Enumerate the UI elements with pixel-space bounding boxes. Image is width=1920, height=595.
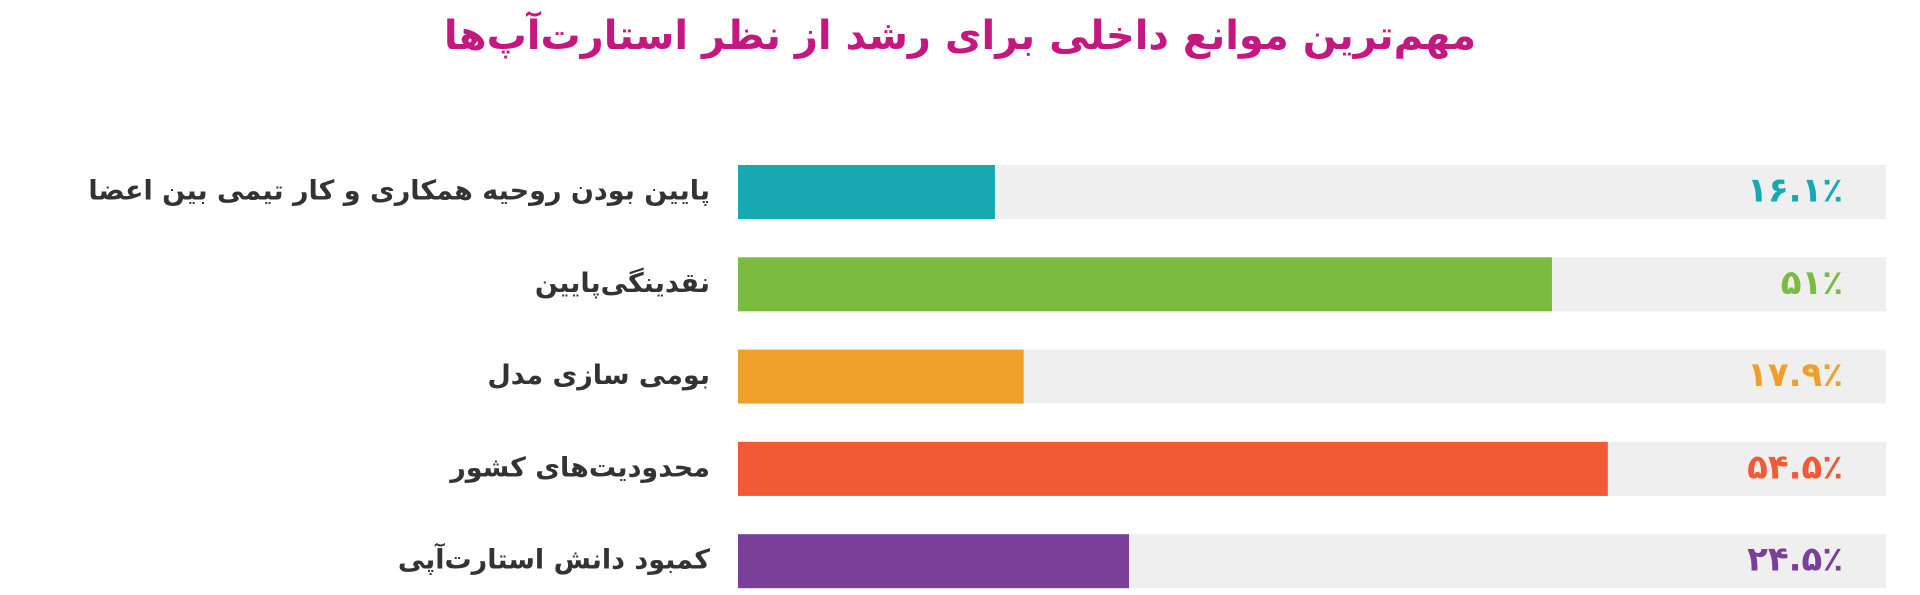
bar bbox=[738, 257, 1552, 312]
bar bbox=[738, 349, 1024, 404]
category-label: بومی سازی مدل bbox=[487, 360, 710, 391]
bar bbox=[738, 534, 1130, 589]
category-label: محدودیت‌های کشور bbox=[448, 452, 710, 483]
value-label: ۵۱٪ bbox=[1781, 263, 1843, 303]
category-label: پایین بودن روحیه همکاری و کار تیمی بین ا… bbox=[88, 176, 710, 207]
bar bbox=[738, 441, 1608, 496]
bar bbox=[738, 165, 995, 219]
value-label: ۲۴.۵٪ bbox=[1747, 540, 1843, 580]
chart-title: مهم‌ترین موانع داخلی برای رشد از نظر است… bbox=[444, 10, 1476, 59]
value-label: ۱۷.۹٪ bbox=[1747, 355, 1843, 395]
category-label: کمبود دانش استارت‌آپی bbox=[398, 543, 710, 576]
category-label: نقدینگی‌پایین bbox=[535, 267, 710, 299]
value-label: ۱۶.۱٪ bbox=[1747, 171, 1843, 211]
value-label: ۵۴.۵٪ bbox=[1747, 447, 1843, 487]
